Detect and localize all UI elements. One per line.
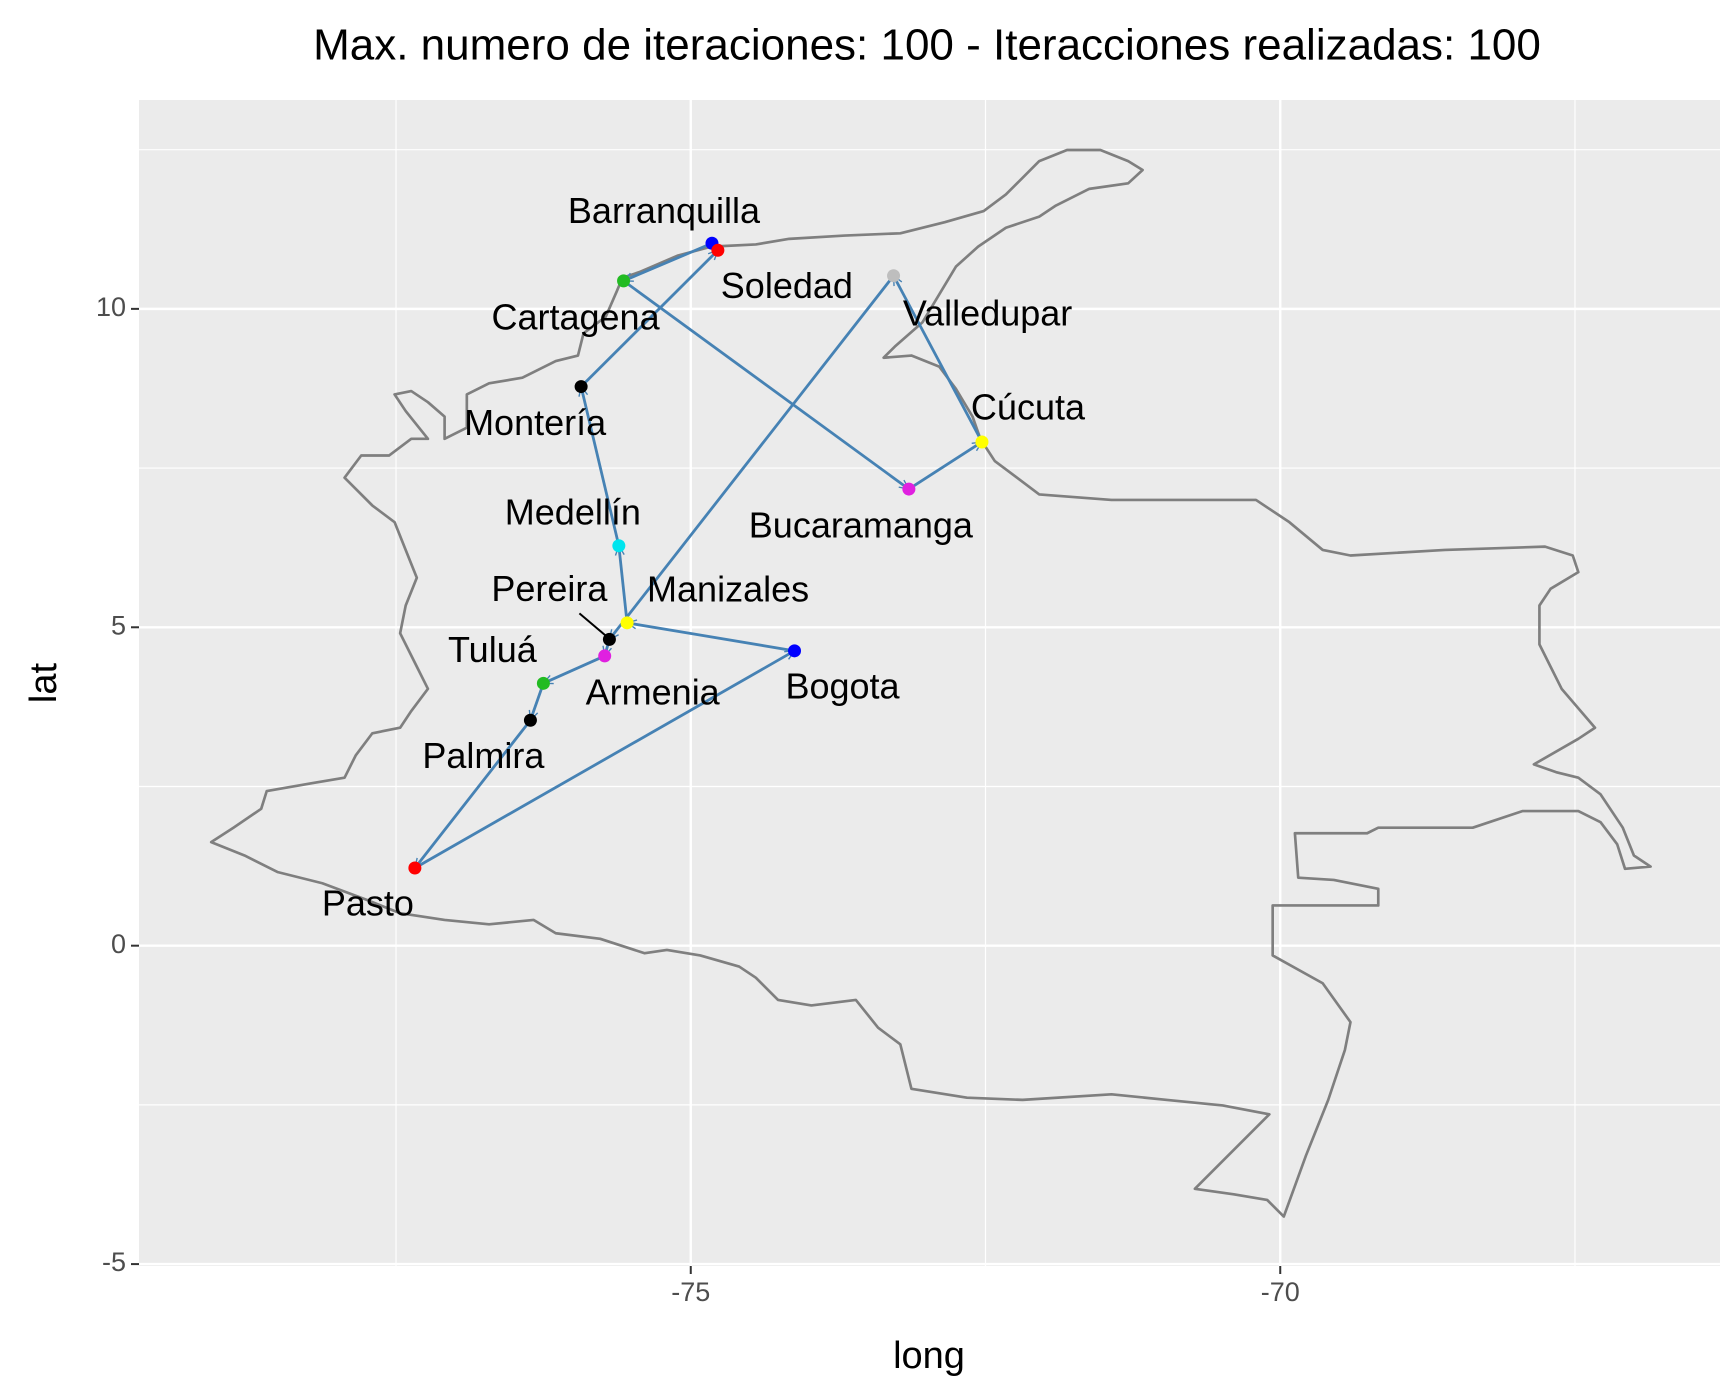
- city-label: Pasto: [322, 883, 414, 924]
- city-point: [536, 676, 550, 690]
- route-arrow: [580, 250, 718, 388]
- y-tick-label: 5: [111, 610, 126, 640]
- city-label: Bucaramanga: [749, 505, 974, 546]
- city-label: Montería: [464, 402, 607, 443]
- y-tick-label: -5: [102, 1247, 126, 1277]
- route-arrow: [619, 546, 629, 623]
- city-point: [598, 649, 612, 663]
- grid: [139, 100, 1720, 1266]
- country-outline: [209, 148, 1652, 1218]
- marks: Barranquilla Cartagena Bucaramanga Cúcuta Va…: [322, 190, 1086, 924]
- panel: [139, 100, 1720, 1266]
- route-arrow: [581, 387, 621, 547]
- y-tick-label: 10: [96, 292, 126, 322]
- city-point: [602, 632, 616, 646]
- city-label: Barranquilla: [568, 190, 761, 231]
- route-arrow: [608, 274, 895, 640]
- route-arrow: [530, 682, 545, 720]
- city-point: [408, 861, 422, 875]
- city-label: Cartagena: [491, 296, 660, 337]
- city-label: Cúcuta: [971, 386, 1086, 427]
- x-axis-title: long: [893, 1335, 965, 1377]
- city-label: Bogota: [785, 665, 900, 706]
- route-arrow: [908, 440, 982, 491]
- route-arrow: [543, 654, 606, 685]
- y-axis-title: lat: [23, 662, 65, 703]
- city-label: Medellín: [505, 491, 641, 532]
- city-point: [617, 274, 631, 288]
- x-tick-label: -70: [1261, 1277, 1300, 1307]
- route-arrow: [413, 719, 532, 868]
- chart-title: Max. numero de iteraciones: 100 - Iterac…: [313, 21, 1541, 70]
- route-arrow: [627, 623, 795, 653]
- route-arrow: [624, 241, 713, 283]
- x-tick-label: -75: [671, 1277, 710, 1307]
- city-point: [788, 644, 802, 658]
- route-arrow: [892, 276, 984, 443]
- city-label: Pereira: [491, 568, 608, 609]
- city-label: Tuluá: [448, 629, 538, 670]
- route-arrow: [414, 649, 795, 870]
- city-label: Manizales: [647, 568, 809, 609]
- city-point: [620, 616, 634, 630]
- city-point: [523, 713, 537, 727]
- city-point: [612, 539, 626, 553]
- label-leader: [578, 612, 607, 637]
- city-point: [574, 380, 588, 394]
- city-point: [887, 269, 901, 283]
- city-point: [902, 482, 916, 496]
- city-point: [711, 243, 725, 257]
- city-label: Valledupar: [903, 292, 1072, 333]
- route-arrow: [622, 279, 909, 491]
- city-label: Palmira: [422, 735, 545, 776]
- y-tick-label: 0: [111, 929, 126, 959]
- city-label: Soledad: [721, 265, 853, 306]
- city-label: Armenia: [586, 671, 721, 712]
- city-point: [975, 435, 989, 449]
